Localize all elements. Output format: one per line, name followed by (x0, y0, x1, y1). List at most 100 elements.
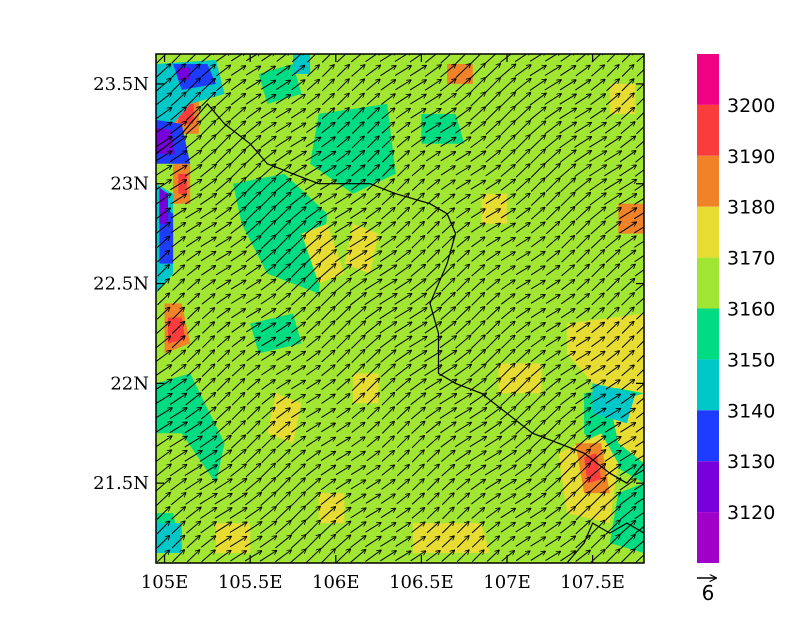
wind-vector-1035 (337, 108, 349, 120)
wind-vector-295 (619, 437, 636, 447)
wind-vector-718 (530, 251, 545, 262)
wind-vector-639 (335, 278, 352, 292)
wind-vector-476 (365, 350, 380, 363)
wind-vector-1048 (529, 107, 546, 121)
wind-vector-893 (184, 165, 202, 177)
wind-vector-207 (291, 464, 306, 477)
wind-vector-787 (575, 221, 590, 235)
wind-vector-280 (396, 436, 409, 449)
wind-vector-1095 (245, 80, 261, 91)
wind-vector-258 (560, 449, 575, 464)
wind-vector-80 (365, 523, 382, 533)
wind-vector-503 (275, 337, 290, 347)
wind-vector-296 (635, 440, 644, 448)
wind-vector-848 (500, 194, 515, 205)
wind-vector-698 (230, 251, 246, 262)
wind-vector-633 (245, 280, 261, 290)
field-region-32 (584, 453, 602, 484)
wind-vector-303 (246, 421, 260, 435)
wind-vector-1080 (515, 93, 530, 107)
wind-vector-734 (275, 235, 290, 250)
wind-vector-1041 (425, 109, 441, 119)
wind-vector-1051 (574, 108, 591, 119)
wind-vector-769 (305, 221, 321, 235)
wind-vector-651 (515, 280, 530, 290)
wind-vector-414 (424, 379, 442, 391)
wind-vector-443 (366, 364, 380, 378)
colorbar: 3120 3130 3140 3150 3160 3170 3180 3190 3200 (697, 54, 775, 563)
wind-vector-717 (515, 252, 530, 261)
wind-vector-1014 (515, 121, 531, 136)
wind-vector-972 (381, 136, 394, 149)
wind-vector-1093 (216, 79, 230, 92)
wind-vector-1088 (636, 93, 644, 106)
wind-vector-911 (455, 166, 471, 176)
wind-vector-470 (276, 352, 290, 361)
wind-vector-320 (499, 421, 516, 435)
wind-vector-15 (380, 551, 396, 562)
wind-vector-1047 (515, 107, 531, 121)
wind-vector-988 (620, 136, 635, 149)
wind-vector-778 (441, 222, 454, 234)
wind-vector-1046 (500, 106, 515, 121)
wind-vector-912 (470, 166, 486, 176)
wind-vector-817 (530, 207, 545, 220)
wind-vector-947 (500, 150, 515, 164)
wind-vector-426 (605, 380, 620, 390)
wind-vector-1013 (500, 121, 515, 136)
wind-vector-738 (334, 236, 352, 248)
wind-vector-610 (394, 294, 412, 305)
wind-vector-726 (156, 236, 170, 248)
wind-vector-937 (351, 151, 365, 163)
wind-vector-363 (156, 394, 172, 405)
wind-vector-954 (604, 151, 622, 162)
wind-vector-155 (500, 494, 515, 504)
wind-vector-915 (515, 164, 530, 178)
wind-vector-760 (171, 223, 185, 234)
wind-vector-1016 (544, 122, 561, 135)
wind-vector-108 (290, 506, 305, 521)
wind-vector-756 (605, 236, 621, 249)
wind-vector-1024 (170, 107, 187, 121)
wind-vector-593 (636, 311, 644, 320)
wind-vector-236 (230, 450, 246, 463)
wind-vector-433 (216, 364, 229, 377)
wind-vector-628 (172, 279, 185, 291)
wind-vector-373 (306, 395, 320, 404)
wind-vector-166 (170, 479, 187, 491)
wind-vector-904 (351, 165, 365, 177)
wind-vector-845 (455, 195, 470, 205)
wind-vector-606 (335, 292, 351, 307)
wind-vector-163 (619, 493, 636, 506)
wind-vector-742 (395, 236, 410, 249)
wind-vector-868 (304, 180, 321, 191)
wind-vector-50 (410, 537, 425, 548)
wind-vector-564 (201, 308, 214, 320)
wind-vector-56 (501, 537, 514, 548)
wind-vector-17 (410, 551, 426, 562)
wind-vector-889 (619, 180, 636, 191)
wind-vector-274 (305, 437, 320, 447)
wind-vector-356 (545, 406, 560, 421)
wind-vector-1081 (529, 93, 546, 106)
wind-vector-90 (515, 523, 531, 533)
wind-vector-327 (604, 423, 621, 433)
wind-vector-292 (575, 435, 591, 449)
colorbar-swatch-3 (697, 206, 719, 258)
wind-vector-985 (574, 137, 592, 148)
wind-vector-232 (169, 451, 187, 462)
wind-vector-608 (364, 293, 382, 306)
wind-vector-880 (485, 180, 501, 191)
wind-vector-664 (215, 266, 231, 276)
wind-vector-197 (634, 483, 644, 491)
wind-vector-987 (604, 137, 621, 148)
wind-vector-65 (634, 540, 644, 549)
wind-vector-970 (351, 136, 364, 149)
wind-vector-1102 (351, 79, 365, 92)
wind-vector-396 (156, 379, 172, 390)
wind-vector-482 (454, 350, 471, 363)
wind-vector-322 (530, 420, 545, 435)
wind-vector-524 (591, 337, 604, 348)
wind-vector-149 (411, 493, 424, 505)
wind-vector-976 (440, 137, 456, 148)
